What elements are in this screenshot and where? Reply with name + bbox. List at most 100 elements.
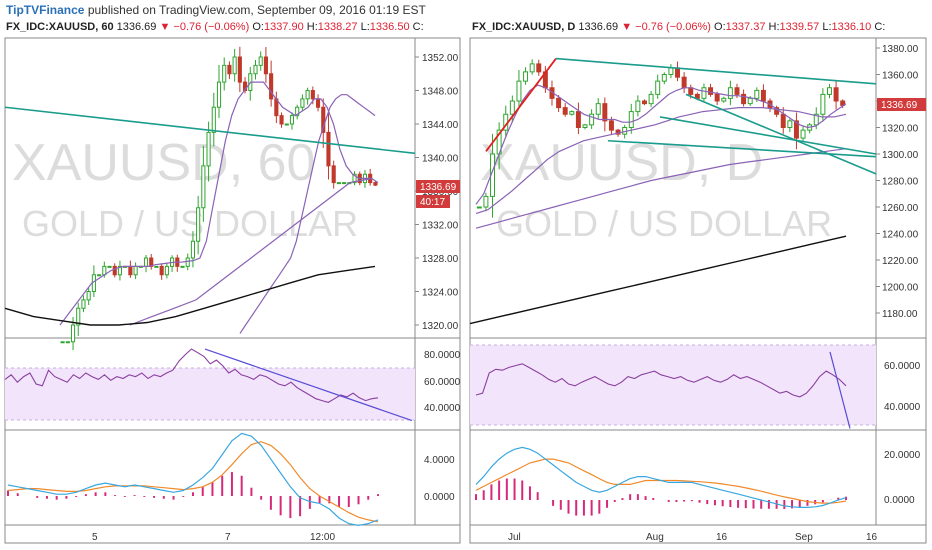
right-candle — [747, 97, 753, 105]
left-candle — [279, 115, 284, 125]
publish-info: published on TradingView.com, September … — [87, 3, 426, 17]
right-trendline-upper — [555, 57, 877, 85]
right-candle — [529, 63, 535, 73]
right-price-tag: 1336.69 — [881, 100, 918, 111]
right-rsi-line — [475, 363, 847, 398]
left-candle — [70, 324, 76, 343]
left-ma-long — [4, 265, 376, 326]
right-x-tick-16b: 16 — [866, 532, 878, 543]
left-y-tick-label: 1328.00 — [422, 254, 459, 265]
left-candle — [97, 274, 102, 277]
right-watermark-symbol: XAUUSD, D — [480, 134, 763, 192]
left-last: 1336.69 — [116, 21, 157, 33]
left-candle — [86, 291, 91, 301]
left-countdown-box — [416, 195, 450, 208]
right-candle — [780, 113, 786, 128]
right-candle — [734, 87, 740, 95]
right-candle — [675, 67, 680, 78]
header-bar: TipTVFinance published on TradingView.co… — [0, 0, 932, 20]
left-candle — [237, 56, 242, 83]
right-candle — [681, 76, 687, 89]
right-open: 1337.37 — [725, 21, 766, 33]
right-low-label: L: — [822, 21, 832, 33]
left-candle — [284, 123, 289, 126]
left-high: 1338.27 — [317, 21, 358, 33]
left-y-tick-label: 1344.00 — [422, 120, 459, 131]
left-y-tick-label: 1348.00 — [422, 87, 459, 98]
right-last: 1336.69 — [578, 21, 619, 33]
right-close-label: C: — [874, 21, 886, 33]
right-trendline-lower — [607, 139, 877, 158]
left-candle — [81, 299, 86, 309]
left-y-tick-label: 1332.00 — [422, 221, 459, 232]
right-candle — [655, 80, 661, 95]
left-candle — [185, 257, 190, 267]
left-candle — [326, 131, 331, 167]
right-candle — [516, 80, 522, 102]
right-rsi-tick-60: 60.0000 — [884, 361, 921, 372]
left-candle — [300, 98, 305, 108]
left-trendline — [4, 106, 416, 155]
left-rsi-band — [5, 368, 415, 420]
left-candle — [107, 265, 112, 268]
right-low: 1336.10 — [831, 21, 872, 33]
left-candle — [352, 173, 357, 184]
left-candle — [253, 64, 258, 75]
left-candle — [232, 56, 237, 75]
brand-name[interactable]: TipTVFinance — [6, 3, 85, 17]
right-macd-tick-0: 0.0000 — [884, 495, 915, 506]
left-x-tick-1200: 12:00 — [310, 532, 335, 543]
right-macd-line — [475, 446, 847, 508]
left-candle — [289, 115, 295, 125]
left-symbol[interactable]: FX_IDC:XAUUSD, 60 — [6, 21, 114, 33]
right-channel-top — [685, 93, 877, 175]
left-y-tick-label: 1324.00 — [422, 288, 459, 299]
left-watermark-name: GOLD / US DOLLAR — [22, 203, 358, 244]
left-candle — [76, 307, 81, 326]
right-y-tick-label: 1380.00 — [882, 44, 919, 55]
left-macd-tick-4: 4.0000 — [424, 455, 455, 466]
right-ma-mid — [475, 106, 847, 215]
right-candle — [595, 103, 601, 115]
right-candle — [635, 100, 641, 113]
chart-marks: 1352.001348.001344.001340.001336.001332.… — [4, 44, 919, 527]
right-candle — [628, 111, 634, 128]
right-y-tick-label: 1240.00 — [882, 230, 919, 241]
left-candle — [258, 56, 263, 66]
left-change: −0.76 (−0.06%) — [173, 21, 250, 33]
left-candle — [190, 240, 195, 259]
left-low-label: L: — [360, 21, 370, 33]
right-candle — [509, 100, 515, 115]
left-price-tag-box — [416, 180, 460, 193]
left-candle — [305, 90, 310, 100]
left-ma-fast — [59, 81, 379, 326]
left-rsi-trendline — [204, 348, 413, 422]
left-low: 1336.50 — [369, 21, 410, 33]
left-chart-frame — [4, 37, 461, 544]
right-candle — [760, 89, 766, 102]
left-candle — [211, 106, 216, 133]
right-watermark-name: GOLD / US DOLLAR — [496, 203, 832, 244]
right-macd-tick-20: 20.0000 — [884, 450, 921, 461]
right-candle — [727, 87, 733, 99]
right-x-tick-sep: Sep — [795, 532, 813, 543]
left-candle — [216, 81, 222, 108]
left-candle — [143, 257, 149, 267]
right-candle — [556, 97, 562, 109]
right-x-tick-jul: Jul — [508, 532, 521, 543]
left-countdown: 40:17 — [420, 197, 445, 208]
left-open-label: O: — [252, 21, 264, 33]
right-candle — [754, 89, 760, 99]
right-symbol[interactable]: FX_IDC:XAUUSD, D — [472, 21, 576, 33]
left-macd-line — [7, 432, 379, 527]
right-price-tag-box — [877, 98, 926, 111]
right-candle — [562, 107, 568, 115]
right-candle — [602, 103, 608, 122]
left-candle — [60, 341, 65, 344]
left-candle — [263, 56, 268, 75]
right-candle — [648, 93, 654, 105]
right-candle — [793, 120, 799, 139]
right-y-tick-label: 1280.00 — [882, 177, 919, 188]
left-candle — [269, 73, 274, 100]
